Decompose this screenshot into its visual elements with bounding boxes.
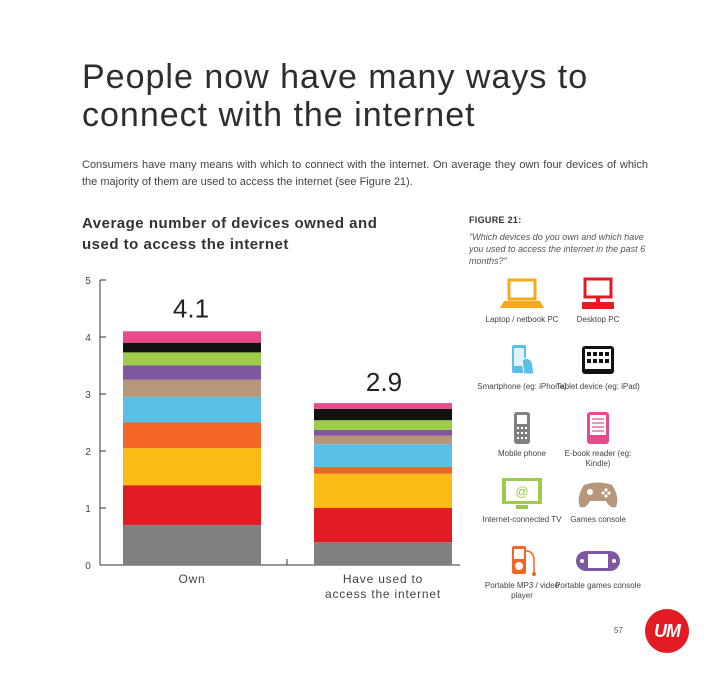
bar-segment	[314, 508, 452, 543]
bar-segment	[314, 420, 452, 430]
y-tick-label: 0	[85, 561, 91, 572]
bar-segment	[123, 331, 261, 343]
device-internet-tv: @ Internet-connected TV	[477, 477, 567, 525]
device-laptop: Laptop / netbook PC	[477, 277, 567, 325]
category-label: access the internet	[325, 587, 441, 601]
bar-segment	[123, 448, 261, 486]
smartphone-icon	[498, 344, 546, 378]
y-tick-label: 3	[85, 390, 91, 401]
device-mobile-phone: Mobile phone	[477, 411, 567, 459]
bar-segment	[314, 542, 452, 565]
category-label: Have used to	[343, 572, 423, 586]
y-tick-label: 2	[85, 447, 91, 458]
intro-paragraph: Consumers have many means with which to …	[82, 159, 648, 188]
figure-question: "Which devices do you own and which have…	[469, 232, 646, 266]
device-label: Smartphone (eg: iPhone)	[477, 382, 567, 391]
device-label: Laptop / netbook PC	[485, 315, 559, 324]
um-logo: UM	[645, 609, 689, 653]
bar-segment	[314, 429, 452, 436]
chart-heading: Average number of devices owned and used…	[82, 215, 378, 253]
y-tick-label: 1	[85, 504, 91, 515]
mobile-phone-icon	[498, 411, 546, 445]
bar-segment	[123, 396, 261, 423]
gamepad-icon	[574, 477, 622, 511]
bar-segment	[314, 403, 452, 409]
bar-segment	[314, 444, 452, 467]
svg-text:@: @	[515, 484, 528, 499]
device-label: Games console	[570, 515, 626, 524]
figure-label: FIGURE 21:	[469, 215, 522, 225]
device-mp3-player: Portable MP3 / video player	[477, 543, 567, 601]
bar-segment	[123, 485, 261, 526]
device-label: E-book reader (eg: Kindle)	[564, 449, 632, 468]
bar-segment	[123, 365, 261, 380]
tablet-icon	[574, 344, 622, 378]
bar-total-label: 2.9	[366, 367, 402, 397]
bar-segment	[123, 422, 261, 449]
tv-icon: @	[498, 477, 546, 511]
device-label: Portable games console	[555, 581, 641, 590]
device-label: Mobile phone	[497, 449, 547, 458]
page-number: 57	[614, 626, 623, 635]
bar-segment	[314, 473, 452, 508]
bar-segment	[314, 466, 452, 474]
device-label: Tablet device (eg: iPad)	[556, 382, 640, 391]
device-games-console: Games console	[553, 477, 643, 525]
laptop-icon	[498, 277, 546, 311]
category-label: Own	[178, 572, 205, 586]
device-label: Portable MP3 / video player	[484, 581, 560, 600]
y-tick-label: 4	[85, 333, 91, 344]
desktop-icon	[574, 277, 622, 311]
bar-segment	[123, 379, 261, 397]
device-ebook-reader: E-book reader (eg: Kindle)	[553, 411, 643, 469]
device-portable-console: Portable games console	[553, 543, 643, 591]
device-smartphone: Smartphone (eg: iPhone)	[477, 344, 567, 392]
bar-total-label: 4.1	[173, 293, 209, 323]
mp3-player-icon	[498, 543, 546, 577]
bar-segment	[123, 352, 261, 366]
device-label: Desktop PC	[576, 315, 620, 324]
page-title: People now have many ways to connect wit…	[82, 58, 589, 134]
device-label: Internet-connected TV	[482, 515, 562, 524]
bar-segment	[314, 408, 452, 421]
bar-segment	[314, 435, 452, 445]
portable-console-icon	[574, 543, 622, 577]
device-tablet: Tablet device (eg: iPad)	[553, 344, 643, 392]
bar-segment	[123, 342, 261, 353]
y-tick-label: 5	[85, 276, 91, 287]
ebook-reader-icon	[574, 411, 622, 445]
bar-segment	[123, 525, 261, 565]
device-desktop: Desktop PC	[553, 277, 643, 325]
